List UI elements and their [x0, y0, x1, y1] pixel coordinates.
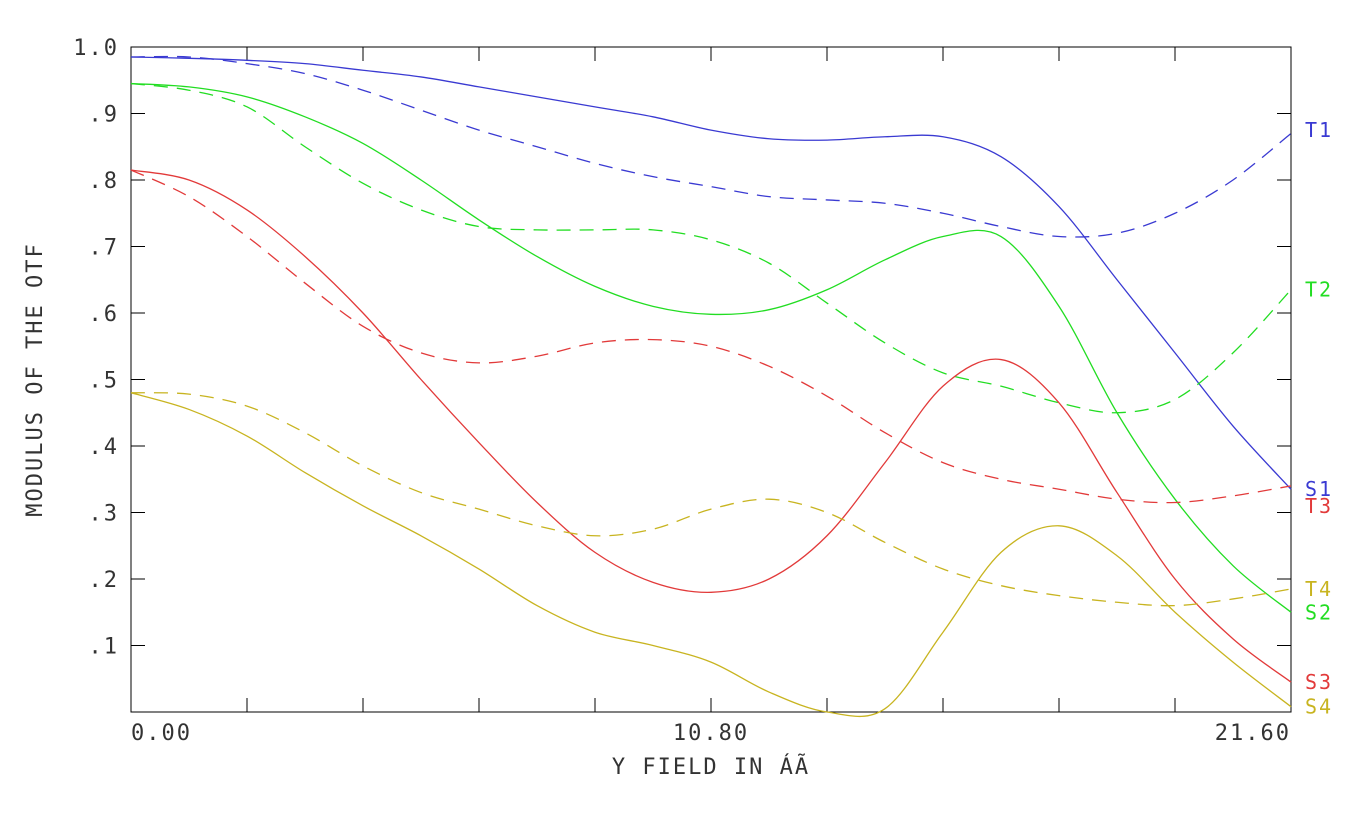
series-line-s1	[130, 56, 1292, 490]
series-label-s3: S3	[1305, 670, 1333, 694]
y-tick-label: .6	[89, 302, 120, 327]
y-axis-title: MODULUS OF THE OTF	[23, 242, 48, 516]
series-label-t1: T1	[1305, 118, 1333, 142]
x-axis-title: Y FIELD IN ÁÃ	[612, 753, 810, 780]
y-tick-label: .7	[89, 236, 120, 261]
y-tick-label: .2	[89, 568, 120, 593]
series-line-t4	[130, 392, 1292, 607]
series-label-s1: S1	[1305, 477, 1333, 501]
series-label-t4: T4	[1305, 577, 1333, 601]
series-line-t1	[130, 55, 1292, 238]
y-tick-label: 1.0	[73, 36, 119, 61]
x-tick-label: 0.00	[131, 721, 192, 746]
y-tick-label: .3	[89, 502, 120, 527]
y-tick-label: .4	[89, 435, 120, 460]
series-line-s4	[130, 392, 1292, 718]
x-tick-label: 21.60	[1215, 721, 1291, 746]
series-lines	[130, 55, 1292, 718]
series-line-t3	[130, 169, 1292, 504]
axes: .1 .2 .3 .4 .5 .6 .7 .8 .9 1.0 0.00 10.80 21.60	[73, 36, 1292, 746]
y-tick-label: .5	[89, 369, 120, 394]
series-label-t2: T2	[1305, 278, 1333, 302]
y-tick-label: .9	[89, 103, 120, 128]
series-label-t3: T3	[1305, 494, 1333, 518]
series-labels: T1 S1 T2 S2 T3 S3 T4 S4	[1305, 118, 1333, 719]
series-label-s2: S2	[1305, 600, 1333, 624]
x-tick-label: 10.80	[673, 721, 749, 746]
series-line-s3	[130, 169, 1292, 683]
y-tick-label: .1	[89, 635, 120, 660]
y-tick-label: .8	[89, 169, 120, 194]
series-line-t2	[130, 82, 1292, 414]
series-label-s4: S4	[1305, 695, 1333, 719]
series-line-s2	[130, 82, 1292, 613]
